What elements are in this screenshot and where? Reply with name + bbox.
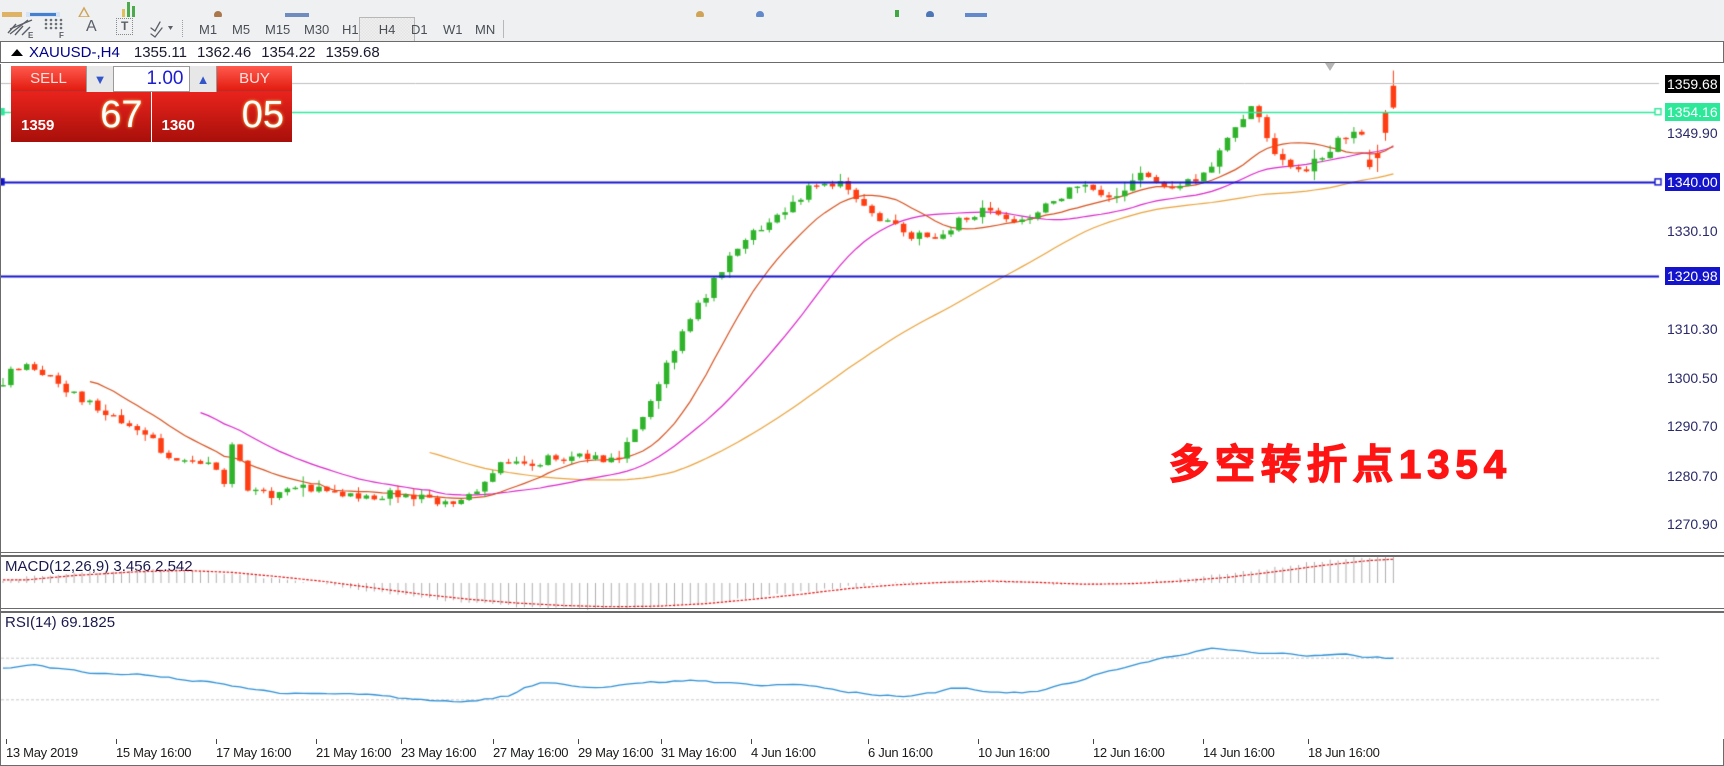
svg-text:F: F xyxy=(59,31,64,40)
svg-text:E: E xyxy=(28,31,34,40)
